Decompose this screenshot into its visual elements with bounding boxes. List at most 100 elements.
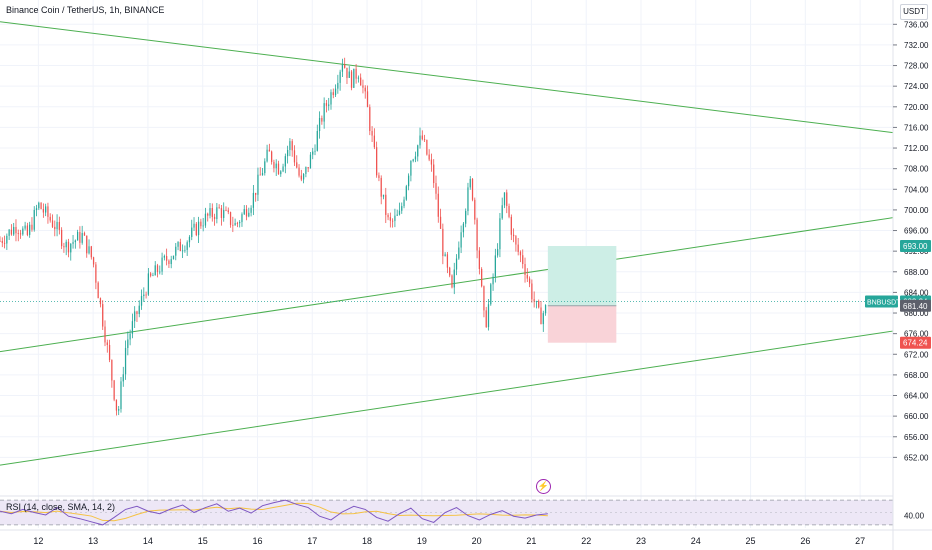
candle-body [492,276,494,285]
candle-body [284,156,286,167]
candle-body [65,241,67,248]
candle-body [106,342,108,345]
candle-body [439,216,442,229]
candle-body [503,192,506,206]
candle-body [47,206,49,217]
candle-body [337,82,339,89]
time-axis[interactable]: 12 13 14 15 16 17 18 19 20 21 22 23 24 25 26 27 [0,529,932,546]
candle-body [213,216,216,219]
candle-body [40,202,42,210]
lightning-icon[interactable]: ⚡ [536,479,551,494]
candle-body [364,87,366,92]
candle-body [499,218,501,250]
candle-body [104,326,106,343]
candle-body [252,192,255,208]
candle-body [309,154,312,169]
rsi-pane [0,495,893,526]
x-tick-label: 20 [472,536,482,546]
candle-body [476,219,478,251]
candle-body [362,85,364,88]
candle-body [389,217,391,221]
y-tick-label: 660.00 [904,412,929,421]
candle-body [51,220,54,227]
candle-body [419,135,421,146]
candle-body [451,275,453,288]
candle-body [24,225,26,229]
candle-body [257,174,259,195]
y-tick-label: 728.00 [904,62,929,71]
candle-body [355,68,357,79]
candle-body [348,71,350,78]
candle-body [385,194,387,215]
candle-body [458,247,460,259]
candle-body [357,77,360,79]
candle-body [124,347,127,375]
y-tick-label: 652.00 [904,453,929,462]
candle-body [474,199,476,220]
currency-button[interactable]: USDT [900,4,928,20]
candle-body [266,149,268,162]
candle-body [501,205,503,219]
candle-body [508,206,510,217]
y-tick-label: 668.00 [904,371,929,380]
candle-body [538,301,540,308]
y-tick-label: 684.00 [904,288,929,297]
candle-body [332,92,334,96]
trendline [0,21,894,134]
candle-body [10,229,13,235]
candle-body [314,150,316,152]
candle-body [22,228,24,235]
candle-body [17,233,19,235]
long-position-tool[interactable] [547,246,617,343]
candle-body [83,233,86,236]
candle-body [512,234,515,237]
candle-body [275,163,277,169]
candle-body [446,254,449,268]
candle-body [430,159,433,165]
candle-body [15,226,17,234]
candle-body [191,227,193,237]
x-tick-label: 18 [362,536,372,546]
candle-body [120,381,122,410]
y-tick-label: 688.00 [904,268,929,277]
price-axis[interactable]: 736.00 732.00 728.00 724.00 720.00 716.00 712.… [892,0,929,550]
candle-body [118,409,120,411]
y-tick-label: 704.00 [904,185,929,194]
candle-body [346,67,348,78]
candle-body [161,257,163,272]
x-tick-label: 26 [800,536,810,546]
candle-body [341,64,344,72]
candle-body [369,107,371,131]
candle-body [95,264,97,283]
candle-body [6,235,8,244]
candle-body [396,214,398,216]
candle-body [245,209,248,217]
candle-body [122,374,124,382]
candle-body [398,210,401,215]
chart-title: Binance Coin / TetherUS, 1h, BINANCE [6,5,165,15]
rsi-ma-line [0,502,548,522]
y-tick-label: 700.00 [904,206,929,215]
candle-body [140,295,143,306]
candle-body [517,244,519,252]
candle-body [172,255,175,260]
candle-body [455,258,458,270]
candle-body [150,273,152,276]
candle-body [407,175,410,187]
candle-body [412,159,414,161]
candle-body [321,118,323,122]
candle-body [193,223,195,228]
candle-body [97,282,99,299]
y-tick-label: 656.00 [904,433,929,442]
rsi-indicator-label[interactable]: RSI (14, close, SMA, 14, 2) [6,502,116,512]
candle-body [490,284,492,305]
loss-zone [547,305,617,343]
candle-series [0,57,893,416]
candle-body [111,359,113,381]
x-tick-label: 23 [636,536,646,546]
candle-body [312,151,314,155]
candle-body [423,139,426,141]
x-tick-label: 15 [198,536,208,546]
candle-body [170,259,172,265]
